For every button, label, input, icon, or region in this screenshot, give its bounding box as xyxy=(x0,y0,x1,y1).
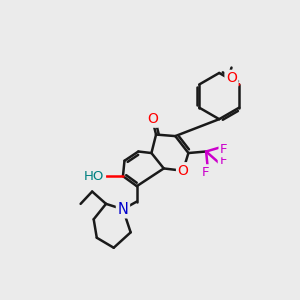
Text: N: N xyxy=(118,202,128,217)
Text: O: O xyxy=(178,164,188,178)
Text: O: O xyxy=(147,112,158,126)
Text: F: F xyxy=(219,154,227,167)
Text: O: O xyxy=(226,71,237,85)
Text: HO: HO xyxy=(84,169,104,183)
Text: F: F xyxy=(202,166,209,179)
Text: F: F xyxy=(220,143,228,156)
